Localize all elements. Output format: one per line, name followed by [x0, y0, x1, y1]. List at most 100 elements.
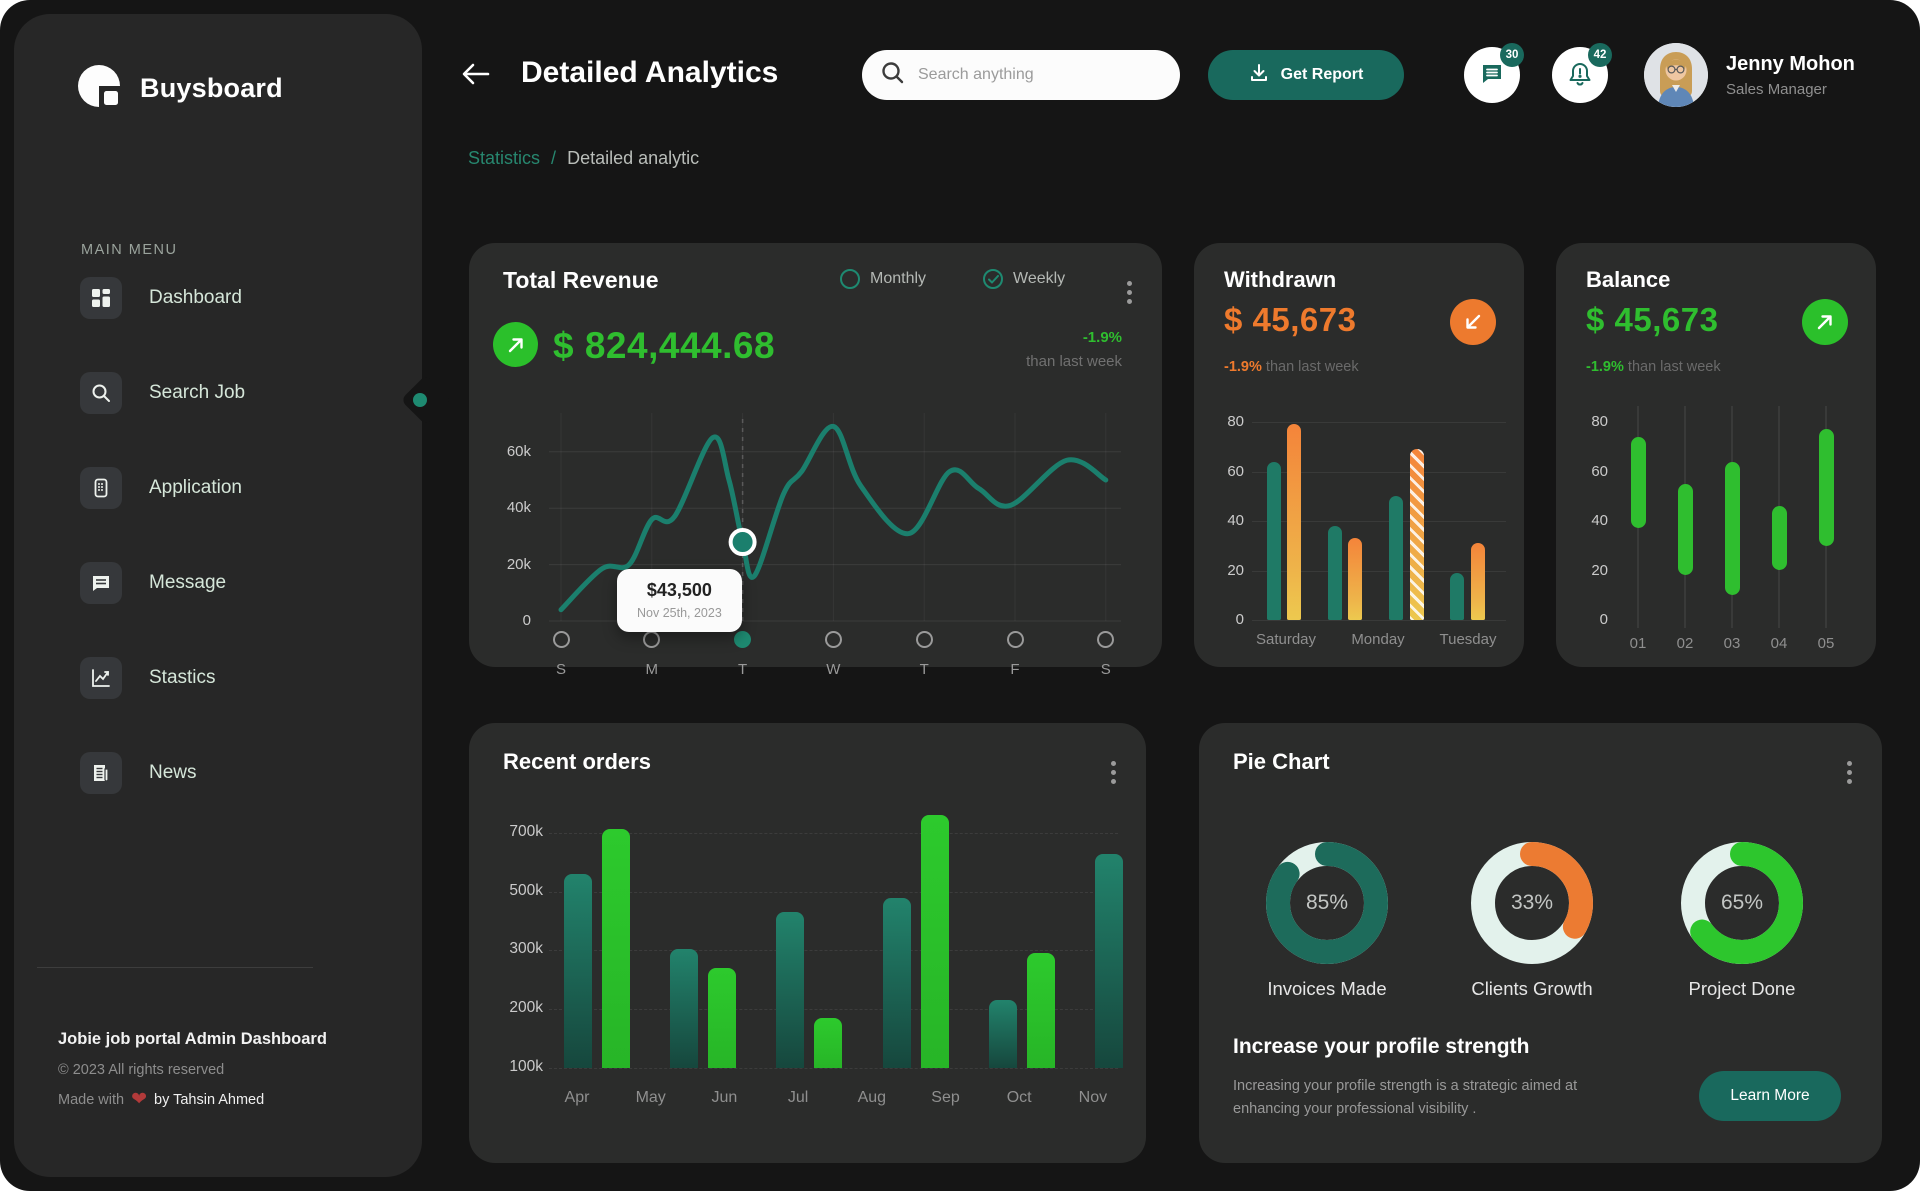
sidebar-footer: Jobie job portal Admin Dashboard © 2023 …	[58, 1030, 402, 1109]
delta-percent: -1.9%	[1586, 359, 1624, 375]
card-menu-button[interactable]	[1107, 753, 1120, 792]
day-dot[interactable]	[552, 631, 570, 648]
day-dot[interactable]	[643, 631, 661, 648]
get-report-button[interactable]: Get Report	[1208, 50, 1404, 100]
withdrawn-delta: -1.9% than last week	[1224, 359, 1359, 375]
card-title: Total Revenue	[503, 267, 659, 293]
donut-project-done: 65%	[1680, 841, 1804, 965]
x-axis-label: 05	[1817, 635, 1835, 652]
user-info: Jenny Mohon Sales Manager	[1726, 53, 1855, 98]
bar-teal	[670, 948, 699, 1068]
bar-teal	[1389, 496, 1403, 620]
donut-percent: 65%	[1720, 891, 1764, 914]
tooltip-date: Nov 25th, 2023	[637, 606, 722, 620]
active-item-indicator-dot	[413, 393, 427, 407]
download-icon	[1249, 63, 1269, 88]
selected-point-marker	[728, 528, 757, 557]
y-tick-label: 20k	[506, 555, 531, 573]
breadcrumb: Statistics / Detailed analytic	[468, 148, 699, 169]
statistics-icon	[80, 657, 122, 699]
sidebar-item-label: Search Job	[149, 382, 246, 403]
donut-invoices-made: 85%	[1265, 841, 1389, 965]
donut-label: Invoices Made	[1267, 978, 1387, 999]
day-dot[interactable]	[915, 631, 933, 648]
donut-percent: 33%	[1510, 891, 1554, 914]
search-input[interactable]	[916, 65, 1170, 85]
bar-teal	[564, 874, 592, 1068]
bar-orange-hatched	[1409, 449, 1424, 620]
bar-teal	[776, 912, 805, 1068]
x-axis-label: Jun	[711, 1089, 738, 1106]
user-role: Sales Manager	[1726, 81, 1827, 98]
bell-icon	[1566, 60, 1594, 91]
breadcrumb-parent-link[interactable]: Statistics	[468, 148, 541, 168]
donut-label: Project Done	[1688, 978, 1796, 999]
y-tick-label: 60	[1227, 462, 1244, 480]
arrow-left-icon	[459, 63, 493, 91]
y-tick-label: 60	[1591, 462, 1608, 480]
donut-clients-growth: 33%	[1470, 841, 1594, 965]
withdrawn-card: Withdrawn $ 45,673 -1.9% than last week …	[1194, 243, 1524, 667]
sidebar-item-label: Stastics	[149, 667, 216, 688]
day-dot-active[interactable]	[734, 631, 752, 648]
footer-copyright: © 2023 All rights reserved	[58, 1062, 225, 1078]
sidebar-item-stastics[interactable]: Stastics	[80, 657, 398, 699]
x-axis-label: Nov	[1078, 1089, 1108, 1106]
learn-more-button[interactable]: Learn More	[1699, 1071, 1841, 1121]
bar-green	[602, 828, 630, 1068]
user-avatar[interactable]	[1644, 43, 1708, 107]
messages-button[interactable]: 30	[1464, 43, 1524, 103]
sidebar-item-application[interactable]: Application	[80, 467, 398, 509]
chart-tooltip: $43,500 Nov 25th, 2023	[617, 569, 742, 632]
sidebar-item-news[interactable]: News	[80, 752, 398, 794]
x-axis-label: 03	[1723, 635, 1741, 652]
day-dot[interactable]	[1097, 631, 1115, 648]
grid-line	[549, 950, 1118, 951]
withdrawn-amount: $ 45,673	[1224, 301, 1357, 338]
sidebar-item-label: Application	[149, 477, 242, 498]
card-menu-button[interactable]	[1843, 753, 1856, 792]
y-tick-label: 80	[1591, 413, 1608, 430]
day-dot[interactable]	[1006, 631, 1024, 648]
trend-up-badge	[1802, 299, 1848, 345]
notifications-button[interactable]: 42	[1552, 43, 1612, 103]
sidebar-item-dashboard[interactable]: Dashboard	[80, 277, 398, 319]
back-button[interactable]	[455, 55, 497, 95]
heart-icon: ❤	[131, 1089, 148, 1110]
weekly-radio[interactable]: Weekly	[983, 269, 1065, 289]
breadcrumb-separator: /	[551, 148, 557, 168]
buysboard-logo-icon	[76, 62, 124, 115]
range-bar	[1818, 429, 1834, 546]
balance-delta: -1.9% than last week	[1586, 359, 1721, 375]
card-menu-button[interactable]	[1123, 273, 1136, 312]
bar-teal	[988, 1000, 1017, 1068]
bar-green	[920, 815, 949, 1068]
brand-name: Buysboard	[140, 73, 283, 103]
search-bar	[862, 50, 1180, 100]
trend-up-badge	[493, 322, 538, 367]
x-axis-label: Monday	[1351, 631, 1405, 648]
notifications-badge: 42	[1588, 43, 1612, 67]
delta-caption: than last week	[1627, 359, 1721, 375]
card-title: Recent orders	[503, 749, 651, 774]
sidebar-item-search-job[interactable]: Search Job	[80, 372, 398, 414]
x-axis-label: Tuesday	[1439, 631, 1497, 648]
day-dot[interactable]	[824, 631, 842, 648]
bar-teal	[1450, 572, 1464, 620]
y-tick-label: 20	[1591, 561, 1608, 579]
range-bar	[1630, 436, 1646, 529]
sidebar-item-message[interactable]: Message	[80, 562, 398, 604]
y-tick-label: 300k	[509, 940, 543, 957]
bar-teal	[882, 897, 911, 1068]
footer-title: Jobie job portal Admin Dashboard	[58, 1030, 327, 1048]
application-icon	[80, 467, 122, 509]
range-bar	[1724, 461, 1740, 596]
bar-orange	[1286, 424, 1301, 620]
y-tick-label: 700k	[509, 823, 543, 840]
footer-made-with: Made with	[58, 1091, 125, 1108]
x-axis-label: Apr	[564, 1089, 590, 1106]
profile-strength-body: Increasing your profile strength is a st…	[1233, 1078, 1578, 1118]
monthly-radio[interactable]: Monthly	[840, 269, 926, 289]
delta-caption: than last week	[1265, 359, 1359, 375]
revenue-delta: -1.9% than last week	[1026, 329, 1122, 370]
